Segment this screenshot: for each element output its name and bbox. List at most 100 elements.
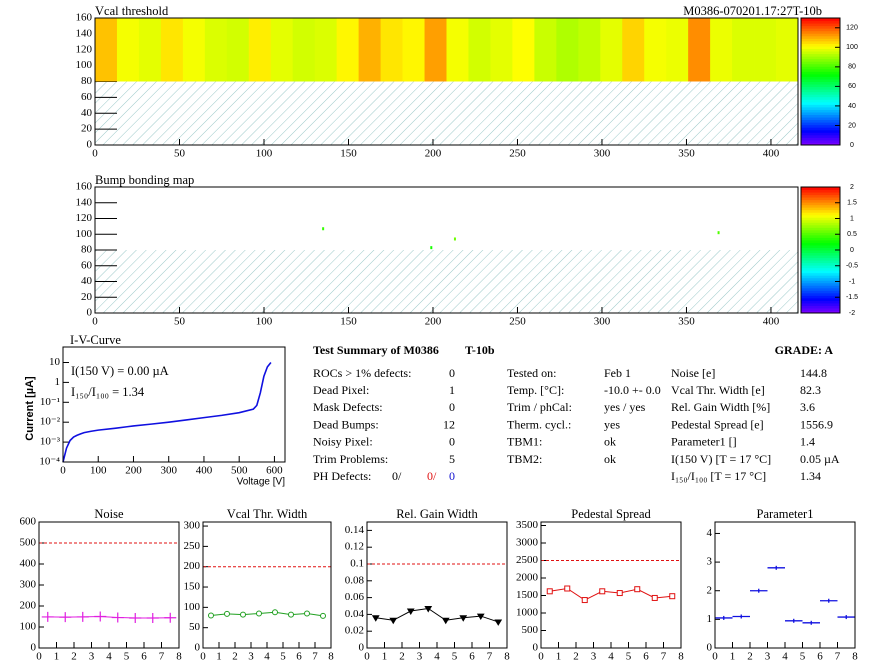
y-tick-label: 200 [20, 600, 37, 612]
y-axis-label: Current [µA] [24, 376, 36, 441]
marker [224, 610, 230, 617]
marker [651, 594, 658, 601]
y-tick-label: 0.1 [350, 558, 364, 570]
heatmap-cell [644, 18, 667, 82]
x-tick-label: 2 [399, 651, 405, 663]
color-scale-step [801, 229, 840, 233]
ph-defect-value: 0/ [392, 469, 402, 483]
color-scale-step [801, 224, 840, 228]
marker [59, 612, 72, 623]
color-scale-step [801, 232, 840, 236]
marker [256, 610, 262, 617]
row-value: 144.8 [800, 366, 827, 380]
chart: I-V-Curve 0 100 200 300 400 500 600 10⁻⁴ 10⁻³ 10⁻²… [24, 333, 286, 488]
heatmap-cell [578, 18, 601, 82]
color-scale-step [801, 270, 840, 274]
color-scale-step [801, 247, 840, 251]
y-tick-label: 2 [707, 584, 713, 596]
y-tick-label: 0.12 [345, 541, 364, 553]
x-tick-label: 7 [159, 651, 165, 663]
color-scale-step [801, 292, 840, 296]
y-tick-label: 300 [20, 579, 37, 591]
color-scale-step [801, 242, 840, 246]
y-tick-label: 400 [20, 558, 37, 570]
summary-tag: T-10b [465, 343, 495, 357]
color-scale-step [801, 267, 840, 271]
x-tick-label: 50 [174, 148, 186, 160]
heatmap-cell [380, 18, 403, 82]
color-scale-step [801, 275, 840, 279]
pixel [322, 227, 325, 231]
annotation: I(150 V) = 0.00 µA [71, 364, 169, 378]
color-scale-step [801, 48, 840, 52]
color-scale-step [801, 43, 840, 47]
chart-title: Parameter1 [757, 507, 814, 521]
x-axis-label: Voltage [V] [237, 477, 286, 488]
row-value: 0 [449, 400, 455, 414]
x-tick-label: 3 [89, 651, 95, 663]
x-tick-label: 1 [216, 651, 222, 663]
x-tick-label: 200 [125, 465, 142, 477]
chart-title: Pedestal Spread [571, 507, 651, 521]
heatmap-cell [336, 18, 360, 82]
z-tick-label: 0.5 [847, 231, 857, 238]
y-tick-label: 0.08 [345, 574, 365, 586]
color-scale-step [801, 142, 840, 146]
marker [208, 612, 214, 619]
row-label: Dead Bumps: [313, 417, 379, 431]
x-tick-label: 4 [106, 651, 112, 663]
marker [94, 611, 107, 622]
x-tick-label: 3 [591, 651, 597, 663]
z-tick-label: 100 [846, 44, 858, 51]
x-tick-label: 0 [364, 651, 370, 663]
color-scale-step [801, 84, 840, 88]
y-tick-label: 50 [189, 621, 201, 633]
row-label: Dead Pixel: [313, 383, 369, 397]
color-scale-step [801, 287, 840, 291]
x-tick-label: 1 [54, 651, 60, 663]
pixel [717, 231, 720, 235]
y-tick-label: 40 [81, 107, 93, 119]
marker [441, 617, 450, 625]
color-scale-step [801, 237, 840, 241]
color-scale-step [801, 295, 840, 299]
row-value: 1.4 [800, 435, 815, 449]
plot-frame [540, 521, 682, 649]
y-tick-label: 1000 [516, 607, 539, 619]
y-tick-label: 0 [87, 307, 93, 319]
x-tick-label: 4 [434, 651, 440, 663]
heatmap-cell [116, 18, 140, 82]
color-scale-step [801, 217, 840, 221]
row-value: 1.34 [800, 469, 821, 483]
y-tick-label: 3 [707, 556, 713, 568]
heatmap-cell [292, 18, 316, 82]
color-scale-step [801, 40, 840, 44]
x-tick-label: 100 [256, 316, 273, 328]
marker [304, 610, 310, 617]
color-scale-step [801, 73, 840, 77]
color-scale-step [801, 122, 840, 126]
row-label: Noisy Pixel: [313, 435, 373, 449]
x-tick-label: 400 [196, 465, 213, 477]
chart-title: Vcal Thr. Width [227, 507, 308, 521]
z-tick-label: -0.5 [846, 263, 858, 270]
x-tick-label: 200 [425, 316, 442, 328]
marker [76, 611, 89, 622]
x-tick-label: 350 [678, 148, 695, 160]
x-tick-label: 150 [340, 316, 357, 328]
color-scale-step [801, 252, 840, 256]
data-line [62, 361, 272, 463]
pixel [430, 246, 433, 250]
bin-marker [767, 565, 785, 570]
color-scale-step [801, 265, 840, 269]
y-tick-label: 60 [81, 91, 93, 103]
marker [111, 612, 124, 623]
color-scale-step [801, 81, 840, 85]
color-scale-step [801, 28, 840, 32]
summary-title: Test Summary of M0386 [313, 343, 439, 357]
y-tick-label: 10 [49, 356, 61, 368]
